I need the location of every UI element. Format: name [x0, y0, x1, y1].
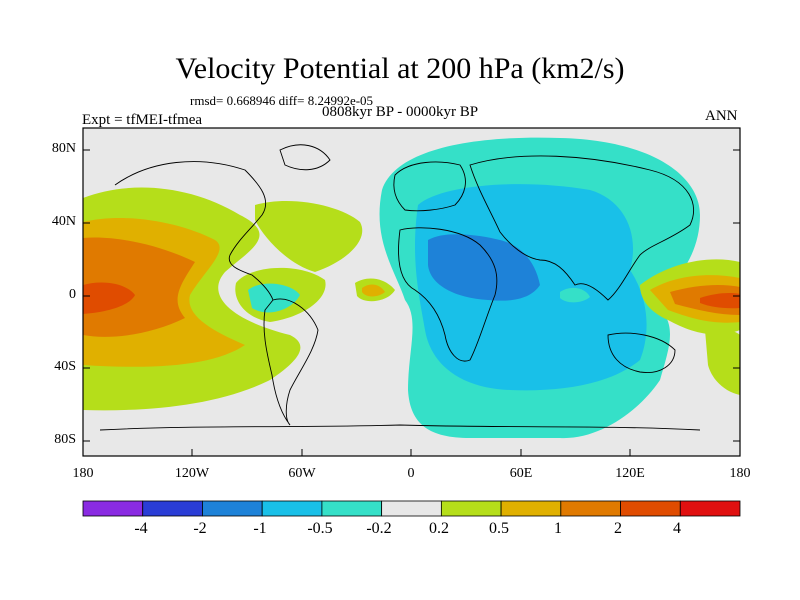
- lon-label-120w: 120W: [174, 466, 210, 481]
- lat-label-80s: 80S: [54, 432, 76, 447]
- colorbar-label: 2: [614, 520, 622, 537]
- period-label: 0808kyr BP - 0000kyr BP: [322, 104, 479, 120]
- experiment-label: Expt = tfMEI-tfmea: [82, 112, 203, 128]
- colorbar-label: -1: [253, 520, 267, 537]
- colorbar: [82, 500, 741, 517]
- colorbar-label: 4: [673, 520, 681, 537]
- contour-region-negative-pocket: [560, 287, 590, 303]
- lat-label-0: 0: [69, 287, 76, 302]
- colorbar-swatch: [202, 500, 263, 517]
- colorbar-label: 0.5: [489, 520, 509, 537]
- colorbar-swatch: [440, 500, 502, 517]
- contour-region-atlantic-positive: [255, 201, 363, 272]
- lon-label-120e: 120E: [615, 466, 645, 481]
- contour-region-ca-negative: [248, 283, 300, 313]
- colorbar-swatch: [82, 500, 144, 517]
- lon-label-180e: 180: [729, 466, 751, 481]
- coastlines: [99, 144, 701, 431]
- contour-region-sw-pacific: [705, 329, 740, 395]
- contour-field: [83, 128, 740, 456]
- colorbar-swatch: [620, 500, 681, 517]
- map-title: Velocity Potential at 200 hPa (km2/s): [175, 52, 625, 85]
- colorbar-label: -0.2: [366, 520, 392, 537]
- colorbar-swatch: [381, 500, 442, 517]
- lat-label-80n: 80N: [51, 141, 76, 156]
- lon-label-180w: 180: [72, 466, 94, 481]
- colorbar-swatch: [560, 500, 621, 517]
- colorbar-swatch: [321, 500, 383, 517]
- contour-region-wpac-max: [700, 293, 740, 309]
- lat-label-40n: 40N: [51, 214, 76, 229]
- colorbar-label: 1: [554, 520, 562, 537]
- colorbar-swatch: [679, 500, 741, 517]
- colorbar-label: -4: [134, 520, 148, 537]
- lon-label-60w: 60W: [288, 466, 316, 481]
- contour-region-positive-high: [83, 237, 195, 337]
- stats-label: rmsd= 0.668946 diff= 8.24992e-05: [190, 93, 374, 108]
- colorbar-label: -2: [193, 520, 207, 537]
- contour-region-positive-max: [83, 282, 135, 314]
- colorbar-swatch: [142, 500, 203, 517]
- lon-label-0: 0: [407, 466, 415, 481]
- colorbar-swatch: [500, 500, 562, 517]
- lon-label-60e: 60E: [509, 466, 533, 481]
- colorbar-label: 0.2: [429, 520, 449, 537]
- colorbar-label: -0.5: [307, 520, 333, 537]
- contour-region-negative-high: [428, 234, 540, 301]
- contour-region-atlantic-core: [362, 284, 385, 297]
- lat-label-40s: 40S: [54, 359, 76, 374]
- season-label: ANN: [705, 108, 738, 124]
- axis-ticks: [82, 149, 741, 456]
- colorbar-swatch: [261, 500, 323, 517]
